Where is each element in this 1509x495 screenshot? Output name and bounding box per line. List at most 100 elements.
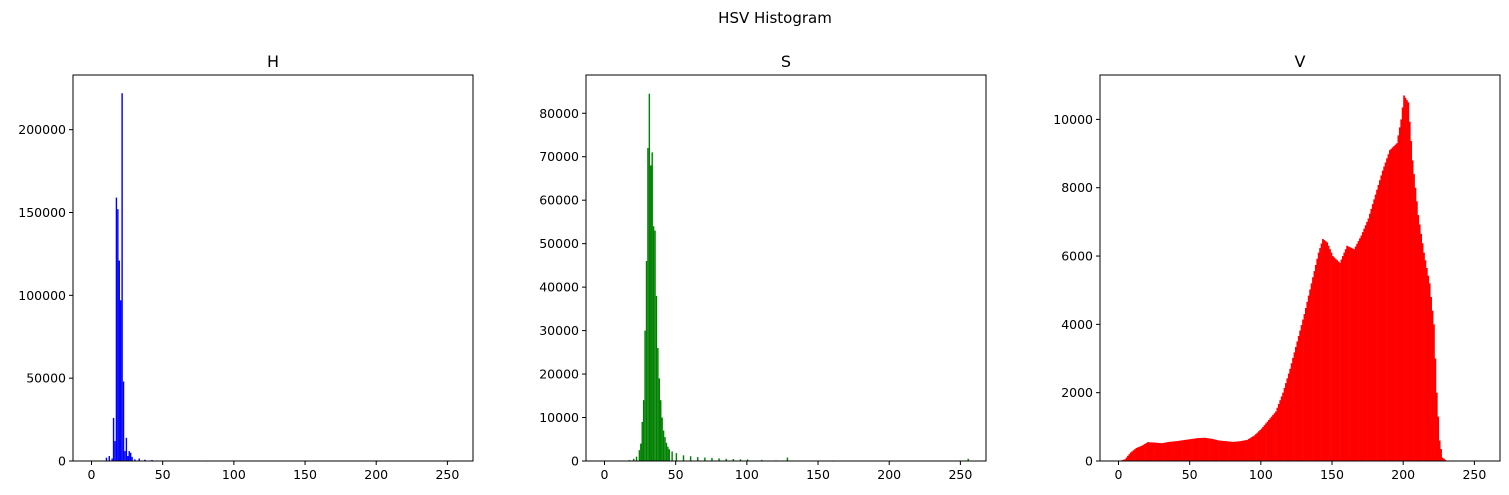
histogram-bar — [660, 400, 662, 461]
histogram-bar — [1202, 437, 1205, 461]
histogram-bar — [1248, 438, 1250, 461]
histogram-bar — [108, 456, 111, 461]
x-tick-label: 100 — [735, 467, 759, 482]
histogram-bar — [1283, 387, 1286, 461]
histogram-bar — [1354, 246, 1357, 461]
histogram-bar — [1394, 144, 1397, 462]
y-tick-label: 60000 — [539, 193, 579, 208]
histogram-bar — [1413, 174, 1415, 461]
histogram-bar — [665, 442, 668, 461]
y-tick-label: 20000 — [539, 367, 579, 382]
histogram-bar — [1341, 256, 1344, 461]
histogram-bar — [117, 209, 119, 461]
histogram-bar — [1226, 441, 1229, 461]
histogram-bar — [675, 453, 678, 461]
x-tick-label: 250 — [1462, 467, 1486, 482]
y-tick-label: 10000 — [1053, 112, 1093, 127]
histogram-bar — [144, 459, 146, 461]
histogram-bar — [1138, 446, 1141, 461]
histogram-bar — [1286, 378, 1289, 461]
histogram-bar — [1135, 448, 1138, 461]
histogram-bar — [718, 458, 720, 461]
histogram-bar — [1401, 107, 1404, 461]
histogram-bar — [1176, 440, 1179, 461]
histogram-bar — [1252, 436, 1255, 461]
histogram-bar — [1209, 438, 1212, 461]
histogram-bar — [1302, 319, 1304, 461]
histogram-bar — [111, 458, 113, 461]
histogram-bar — [1216, 440, 1219, 461]
histogram-bar — [1213, 439, 1216, 461]
histogram-bar — [1250, 437, 1253, 461]
histogram-bar — [635, 456, 638, 461]
y-tick-label: 4000 — [1061, 317, 1093, 332]
histogram-bar — [1420, 233, 1423, 461]
histogram-bar — [124, 451, 126, 461]
y-tick-label: 200000 — [18, 122, 66, 137]
histogram-bar — [654, 230, 656, 461]
histogram-bar — [1343, 252, 1346, 461]
histogram-bar — [119, 300, 122, 461]
subplot-v: V 0 50 100 150 200 250 0 2000 4000 6000 8000 10000 — [1053, 52, 1501, 482]
histogram-bar — [1376, 189, 1378, 462]
histogram-bar — [1243, 440, 1246, 461]
histogram-bar — [1417, 215, 1420, 461]
histogram-bar — [138, 458, 140, 461]
histogram-bar — [1425, 268, 1428, 461]
histogram-bar — [1349, 247, 1351, 461]
histogram-bars — [628, 93, 969, 462]
histogram-bar — [668, 449, 670, 461]
histogram-bar — [1393, 146, 1395, 461]
histogram-bar — [1320, 243, 1323, 461]
histogram-bar — [1300, 325, 1303, 461]
histogram-bar — [761, 459, 763, 461]
histogram-bar — [1260, 428, 1263, 461]
histogram-bar — [1265, 423, 1267, 461]
histogram-bar — [1273, 413, 1276, 461]
histogram-bar — [1390, 148, 1393, 462]
histogram-bar — [131, 456, 133, 461]
histogram-bar — [1164, 442, 1166, 461]
axes-frame — [1099, 74, 1501, 462]
histogram-bar — [662, 430, 665, 461]
histogram-bar — [1306, 301, 1309, 461]
histogram-bar — [1407, 102, 1410, 462]
histogram-bar — [1219, 440, 1222, 461]
histogram-bar — [1158, 442, 1161, 461]
histogram-bar — [1178, 440, 1181, 461]
histogram-bar — [1211, 438, 1213, 461]
histogram-bar — [1131, 451, 1134, 461]
histogram-bar — [1192, 438, 1195, 461]
histogram-bar — [1334, 258, 1337, 461]
histogram-bar — [1275, 411, 1277, 461]
histogram-bar — [129, 452, 132, 461]
histogram-bar — [1396, 143, 1398, 461]
histogram-bar — [1233, 441, 1236, 461]
histogram-bar — [1327, 245, 1330, 461]
histogram-bar — [1162, 442, 1165, 461]
y-tick-label: 0 — [58, 454, 66, 469]
histogram-bar — [1435, 392, 1438, 461]
histogram-bar — [1161, 443, 1163, 461]
histogram-bar — [1253, 435, 1256, 461]
histogram-bar — [1406, 100, 1408, 462]
histogram-bar — [642, 400, 645, 461]
histogram-bar — [122, 381, 125, 461]
histogram-bar — [1141, 445, 1144, 461]
histogram-bar — [1134, 449, 1136, 461]
histogram-bar — [1232, 441, 1235, 461]
histogram-bar — [1188, 439, 1190, 461]
histogram-bar — [1145, 443, 1148, 461]
histogram-bar — [1416, 201, 1418, 461]
histogram-bar — [1408, 121, 1411, 462]
histogram-bar — [1438, 440, 1441, 461]
y-tick-label: 50000 — [539, 236, 579, 251]
subplot-title: H — [267, 52, 279, 71]
histogram-bar — [1387, 154, 1390, 461]
x-tick-label: 150 — [293, 467, 317, 482]
x-tick-label: 50 — [155, 467, 171, 482]
x-tick-label: 150 — [806, 467, 830, 482]
histogram-bar — [632, 458, 635, 461]
histogram-bar — [1205, 437, 1208, 461]
histogram-bar — [1303, 314, 1306, 461]
